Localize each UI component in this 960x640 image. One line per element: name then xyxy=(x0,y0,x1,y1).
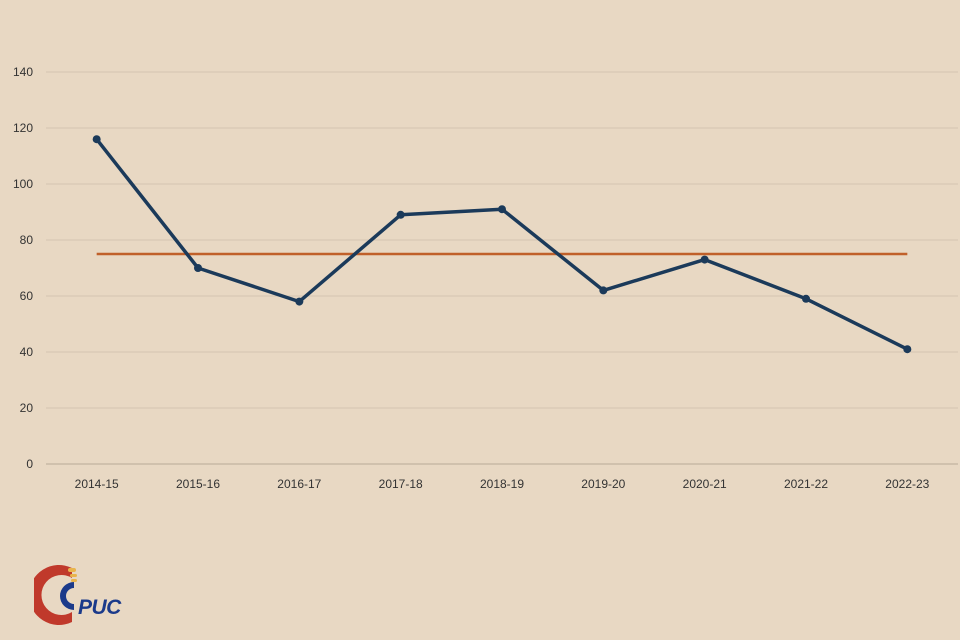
data-point xyxy=(194,264,202,272)
y-tick-label: 0 xyxy=(26,457,33,471)
data-point xyxy=(498,205,506,214)
data-point xyxy=(396,210,405,219)
y-tick-label: 40 xyxy=(20,345,34,359)
data-point xyxy=(802,294,810,303)
x-tick-label: 2018-19 xyxy=(480,477,524,491)
data-point xyxy=(599,286,608,295)
x-tick-label: 2017-18 xyxy=(379,477,423,491)
x-tick-label: 2016-17 xyxy=(277,477,321,491)
y-tick-label: 60 xyxy=(20,289,34,303)
data-point xyxy=(903,345,912,354)
data-point xyxy=(700,255,709,264)
data-point-layer xyxy=(92,135,912,354)
puc-logo: PUC xyxy=(28,560,134,630)
puc-emblem-icon xyxy=(28,565,77,625)
x-tick-label: 2015-16 xyxy=(176,477,220,491)
y-tick-label: 20 xyxy=(20,401,34,415)
y-tick-label: 140 xyxy=(13,65,33,79)
gridlines xyxy=(46,71,958,465)
data-point xyxy=(295,297,304,306)
data-point xyxy=(92,135,101,144)
x-tick-label: 2020-21 xyxy=(683,477,727,491)
y-axis-tick-labels: 0 20 40 60 80 100 120 140 xyxy=(13,65,33,471)
x-axis-tick-labels: 2014-15 2015-16 2016-17 2017-18 2018-19 2019-… xyxy=(75,477,930,491)
x-tick-label: 2021-22 xyxy=(784,477,828,491)
y-tick-label: 120 xyxy=(13,121,33,135)
x-tick-label: 2022-23 xyxy=(885,477,929,491)
x-tick-label: 2014-15 xyxy=(75,477,119,491)
series-line xyxy=(95,138,909,351)
logo-text: PUC xyxy=(78,596,121,619)
y-tick-label: 80 xyxy=(20,233,34,247)
x-tick-label: 2019-20 xyxy=(581,477,625,491)
series-layer xyxy=(95,138,909,351)
y-tick-label: 100 xyxy=(13,177,33,191)
